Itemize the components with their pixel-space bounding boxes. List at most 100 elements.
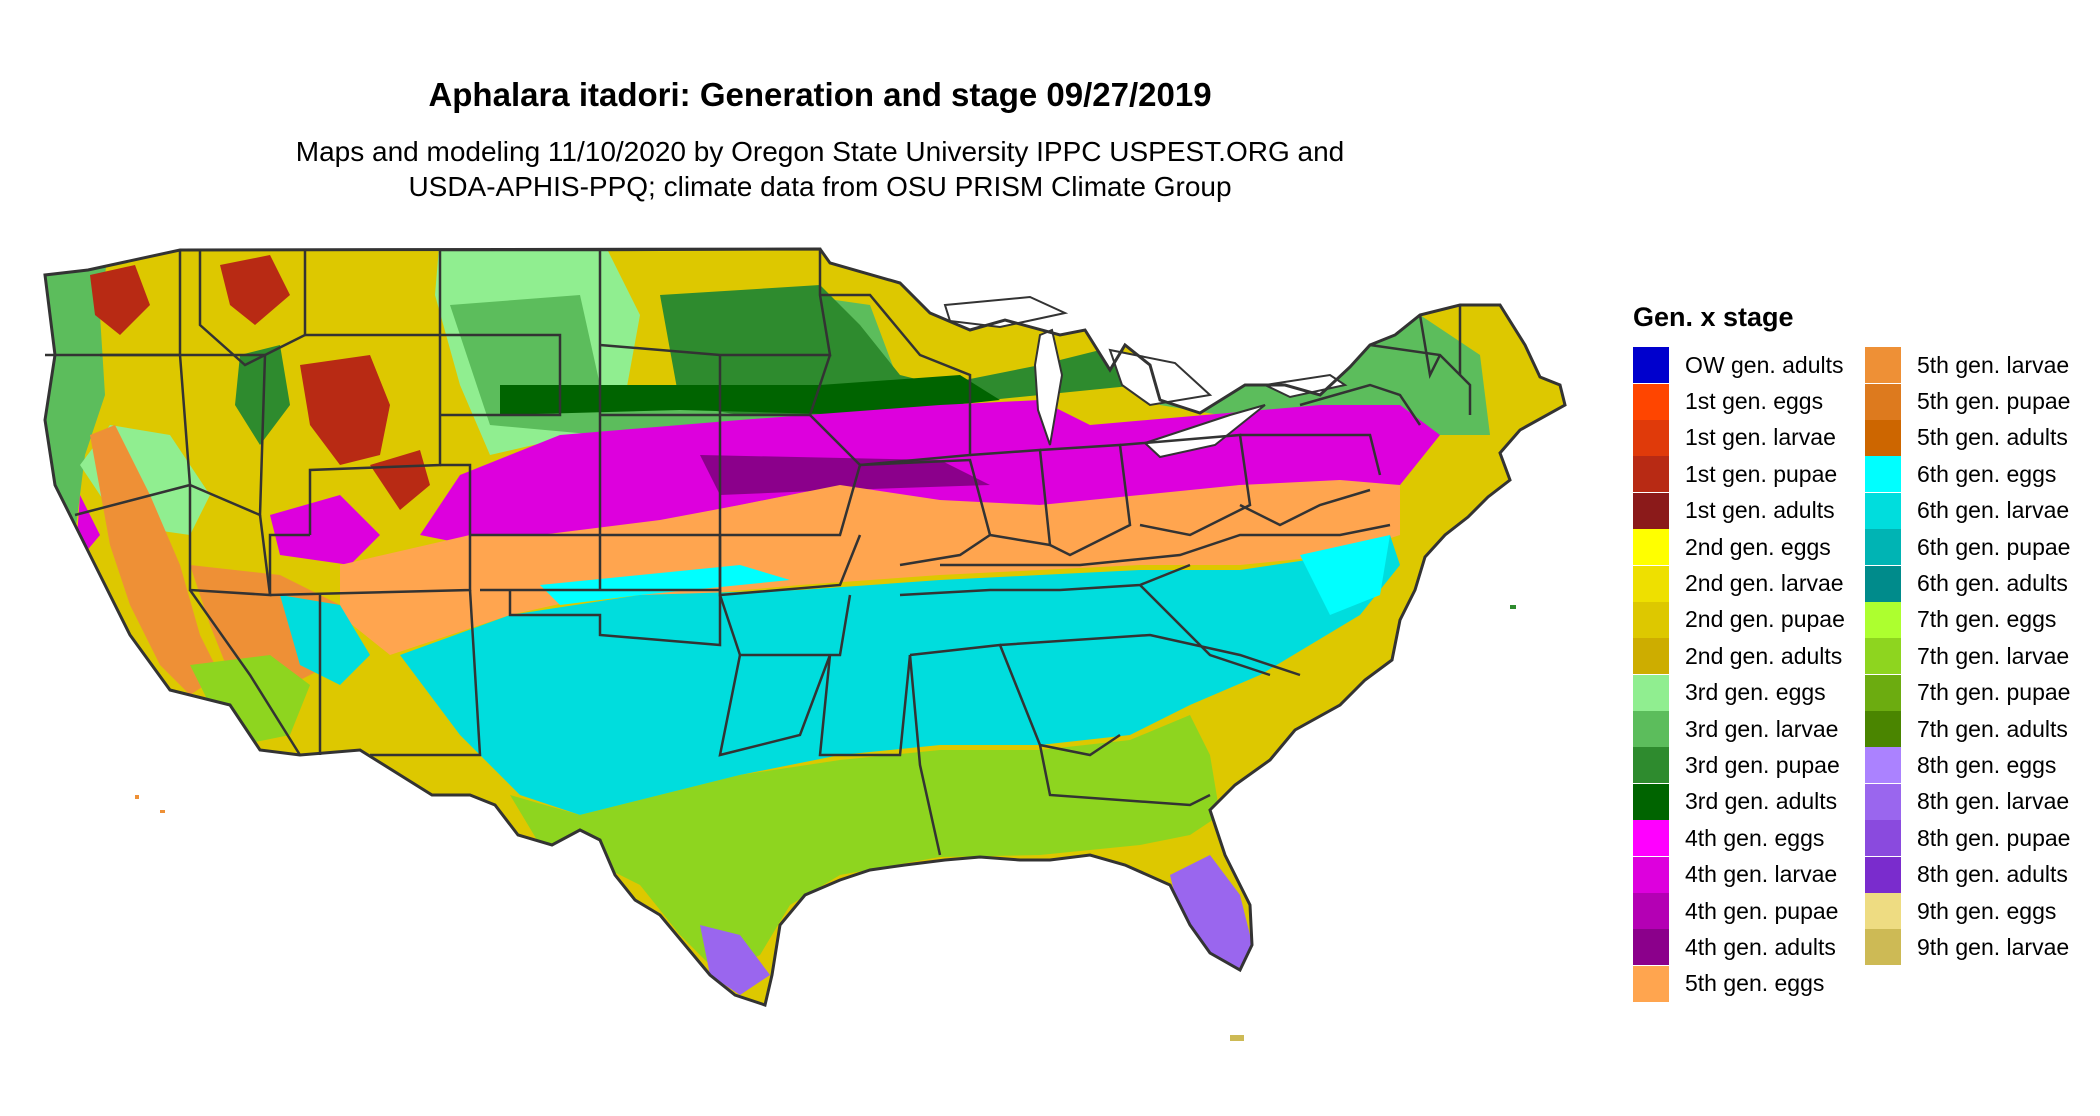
legend-label: 6th gen. adults	[1917, 570, 2068, 597]
map-subtitle-line-1: Maps and modeling 11/10/2020 by Oregon S…	[295, 136, 1345, 167]
legend-label: 4th gen. eggs	[1685, 824, 1825, 851]
legend-label: 6th gen. larvae	[1917, 497, 2070, 524]
great-lakes-water	[943, 295, 1348, 459]
legend-label: 3rd gen. larvae	[1685, 715, 1839, 742]
legend-label: 2nd gen. adults	[1685, 642, 1843, 669]
legend-item: 1st gen. adults	[1633, 492, 1865, 529]
legend-item: 2nd gen. adults	[1633, 638, 1865, 675]
legend-swatch	[1865, 893, 1901, 930]
legend-label: OW gen. adults	[1685, 351, 1844, 378]
legend-label: 1st gen. adults	[1685, 497, 1835, 524]
legend-swatch	[1865, 492, 1901, 529]
us-generation-map	[43, 247, 1567, 1041]
legend-item: 6th gen. larvae	[1865, 492, 2097, 529]
legend-item: 8th gen. eggs	[1865, 747, 2097, 784]
legend-label: 4th gen. adults	[1685, 933, 1836, 960]
legend-label: 7th gen. pupae	[1917, 679, 2071, 706]
legend-swatch	[1633, 856, 1669, 893]
legend-swatch	[1633, 565, 1669, 602]
legend-label: 8th gen. larvae	[1917, 788, 2070, 815]
legend-item: 3rd gen. eggs	[1633, 674, 1865, 711]
legend-swatch	[1633, 347, 1669, 384]
legend-item: 4th gen. pupae	[1633, 893, 1865, 930]
legend-swatch	[1633, 674, 1669, 711]
legend-label: 4th gen. pupae	[1685, 897, 1839, 924]
legend-label: 9th gen. larvae	[1917, 933, 2070, 960]
legend-item: 4th gen. adults	[1633, 929, 1865, 966]
legend-item: 7th gen. eggs	[1865, 601, 2097, 638]
legend-title: Gen. x stage	[1633, 302, 1794, 332]
map-zone-gulf-coast	[510, 715, 1220, 975]
legend-item: 5th gen. pupae	[1865, 383, 2097, 420]
legend-swatch	[1633, 601, 1669, 638]
legend-item: 8th gen. pupae	[1865, 820, 2097, 857]
legend-item: 3rd gen. larvae	[1633, 711, 1865, 748]
legend-label: 8th gen. pupae	[1917, 824, 2071, 851]
legend-item: 3rd gen. adults	[1633, 783, 1865, 820]
legend-item: 5th gen. adults	[1865, 419, 2097, 456]
legend-label: 8th gen. adults	[1917, 861, 2068, 888]
legend-swatch	[1865, 638, 1901, 675]
legend-label: 1st gen. eggs	[1685, 388, 1824, 415]
legend-item: 9th gen. larvae	[1865, 929, 2097, 966]
legend-swatch	[1865, 711, 1901, 748]
legend-item: 7th gen. adults	[1865, 711, 2097, 748]
map-zone-florida-tip	[1170, 855, 1255, 975]
legend-label: 5th gen. pupae	[1917, 388, 2071, 415]
map-zone-rocky-peaks	[300, 355, 390, 465]
legend-item: 7th gen. pupae	[1865, 674, 2097, 711]
legend-swatch	[1633, 419, 1669, 456]
legend-swatch	[1633, 820, 1669, 857]
legend-swatch	[1865, 747, 1901, 784]
legend-item: 2nd gen. pupae	[1633, 601, 1865, 638]
legend-label: 6th gen. eggs	[1917, 460, 2057, 487]
legend-label: 7th gen. larvae	[1917, 642, 2070, 669]
legend-label: 2nd gen. pupae	[1685, 606, 1845, 633]
legend-item: 1st gen. pupae	[1633, 456, 1865, 493]
legend-label: 4th gen. larvae	[1685, 861, 1838, 888]
legend-items: OW gen. adults 1st gen. eggs 1st gen. larv…	[1633, 347, 2097, 1002]
legend-label: 5th gen. larvae	[1917, 351, 2070, 378]
legend-label: 9th gen. eggs	[1917, 897, 2057, 924]
map-zone-gulf-band	[400, 535, 1400, 815]
legend-label: 6th gen. pupae	[1917, 533, 2071, 560]
legend-swatch	[1633, 383, 1669, 420]
legend-label: 8th gen. eggs	[1917, 751, 2057, 778]
legend-swatch	[1865, 529, 1901, 566]
legend-item: 8th gen. adults	[1865, 856, 2097, 893]
legend-label: 7th gen. adults	[1917, 715, 2068, 742]
legend-swatch	[1865, 929, 1901, 966]
legend-swatch	[1633, 638, 1669, 675]
state-boundaries	[45, 247, 1472, 856]
legend-swatch	[1633, 492, 1669, 529]
legend-swatch	[1865, 565, 1901, 602]
legend-swatch	[1865, 456, 1901, 493]
legend-item: 2nd gen. eggs	[1633, 529, 1865, 566]
legend-item: 3rd gen. pupae	[1633, 747, 1865, 784]
legend-label: 5th gen. eggs	[1685, 970, 1825, 997]
legend-item: 4th gen. eggs	[1633, 820, 1865, 857]
legend-swatch	[1633, 747, 1669, 784]
legend-label: 1st gen. larvae	[1685, 424, 1836, 451]
legend-item: 9th gen. eggs	[1865, 893, 2097, 930]
legend-swatch	[1633, 783, 1669, 820]
legend-item: 5th gen. larvae	[1865, 347, 2097, 384]
legend-label: 2nd gen. eggs	[1685, 533, 1831, 560]
legend-swatch	[1865, 347, 1901, 384]
legend-label: 3rd gen. eggs	[1685, 679, 1826, 706]
legend-label: 7th gen. eggs	[1917, 606, 2057, 633]
legend-item: 8th gen. larvae	[1865, 783, 2097, 820]
legend-item: 1st gen. larvae	[1633, 419, 1865, 456]
legend-label: 3rd gen. adults	[1685, 788, 1838, 815]
legend-label: 1st gen. pupae	[1685, 460, 1838, 487]
legend-swatch	[1633, 929, 1669, 966]
legend-item: 7th gen. larvae	[1865, 638, 2097, 675]
map-zone-california-valley	[90, 425, 220, 695]
legend-swatch	[1633, 965, 1669, 1002]
legend-item: OW gen. adults	[1633, 347, 1865, 384]
legend-label: 2nd gen. larvae	[1685, 570, 1844, 597]
legend-swatch	[1633, 529, 1669, 566]
legend-swatch	[1865, 383, 1901, 420]
legend-label: 5th gen. adults	[1917, 424, 2068, 451]
legend-swatch	[1865, 419, 1901, 456]
